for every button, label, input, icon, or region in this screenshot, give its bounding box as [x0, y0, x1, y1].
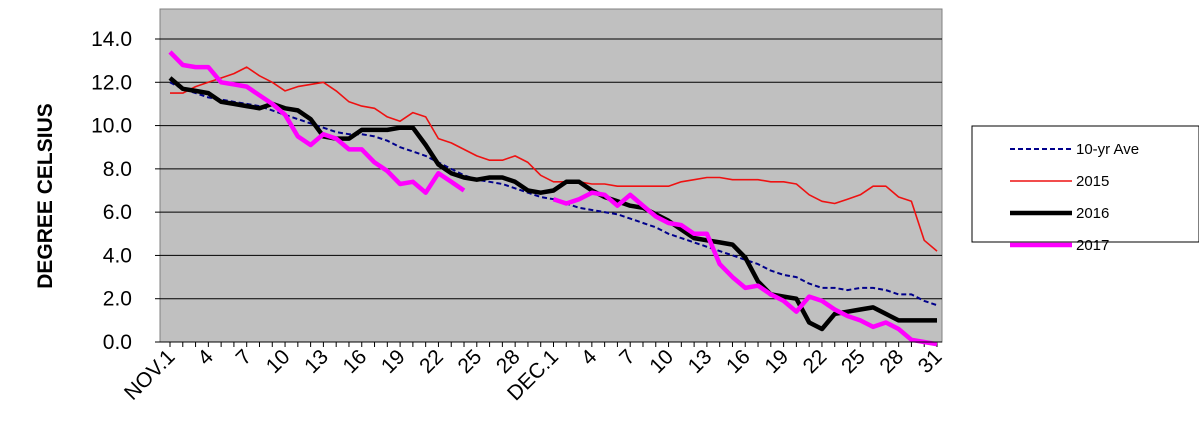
legend-items: 10-yr Ave 2015 2016 2017 — [1010, 141, 1139, 254]
y-tick-label: 2.0 — [103, 288, 132, 311]
x-tick-label: 22 — [415, 345, 448, 378]
x-tick-label: 10 — [645, 345, 678, 378]
legend: 10-yr Ave 2015 2016 2017 — [971, 125, 1199, 254]
x-tick-label: 22 — [799, 345, 832, 378]
x-tick-label: 7 — [615, 345, 640, 370]
x-tick-label: 19 — [760, 345, 793, 378]
y-tick-label: 14.0 — [91, 28, 132, 51]
series-line-2015 — [170, 66, 938, 252]
x-tick-label: NOV.1 — [120, 345, 179, 404]
x-tick-label: 13 — [300, 345, 333, 378]
x-tick-label: 13 — [684, 345, 717, 378]
x-tick-label: 4 — [577, 345, 602, 370]
series-lines — [168, 50, 938, 347]
x-tick-label: 31 — [914, 345, 947, 378]
x-tick-label: 25 — [454, 345, 487, 378]
x-tick-label: 28 — [875, 345, 908, 378]
y-tick-label: 12.0 — [91, 71, 132, 94]
legend-label: 2015 — [1076, 173, 1109, 190]
x-tick-label: 10 — [262, 345, 295, 378]
y-tick-label: 6.0 — [103, 201, 132, 224]
plot-area — [159, 8, 943, 343]
y-axis-title: DEGREE CELSIUS — [34, 103, 57, 289]
x-tick-label: 16 — [339, 345, 372, 378]
y-tick-label: 4.0 — [103, 244, 132, 267]
y-tick-label: 10.0 — [91, 115, 132, 138]
x-tick-label: 19 — [377, 345, 410, 378]
series-line-2016 — [168, 76, 937, 332]
x-tick-label: 4 — [193, 345, 218, 370]
x-tick-label: 7 — [232, 345, 257, 370]
x-tick-label: 16 — [722, 345, 755, 378]
y-tick-label: 8.0 — [103, 158, 132, 181]
y-tick-label: 0.0 — [103, 331, 132, 354]
y-axis-ticks: 0.0 2.0 4.0 6.0 8.0 10.0 12.0 14.0 — [91, 28, 160, 354]
legend-label: 2016 — [1076, 205, 1109, 222]
legend-label: 2017 — [1076, 237, 1109, 254]
x-tick-label: 25 — [837, 345, 870, 378]
legend-label: 10-yr Ave — [1076, 141, 1139, 158]
legend-box — [971, 125, 1199, 243]
series-line-2017 — [168, 50, 938, 347]
